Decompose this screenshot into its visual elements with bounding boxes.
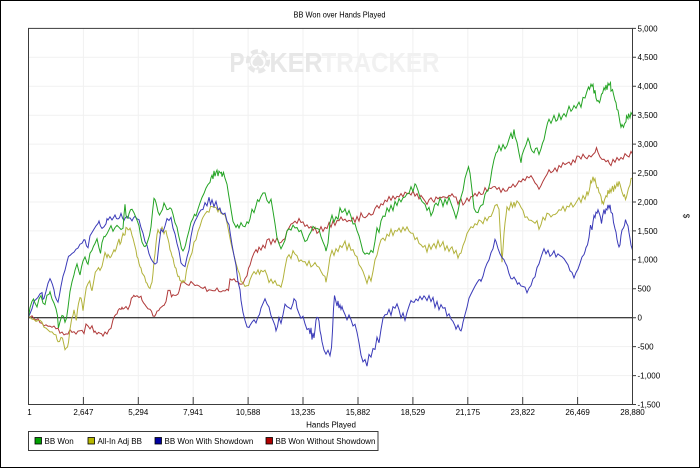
svg-text:$: $	[682, 214, 691, 219]
svg-text:10,588: 10,588	[236, 408, 261, 417]
svg-text:-1,500: -1,500	[638, 400, 661, 409]
svg-text:KER: KER	[270, 47, 323, 78]
svg-text:BB Won With Showdown: BB Won With Showdown	[165, 437, 254, 446]
svg-text:Hands Played: Hands Played	[306, 420, 356, 429]
svg-text:1,000: 1,000	[638, 256, 659, 265]
svg-text:5,294: 5,294	[128, 408, 149, 417]
svg-text:3,000: 3,000	[638, 140, 659, 149]
svg-text:7,941: 7,941	[183, 408, 204, 417]
svg-text:0: 0	[638, 314, 643, 323]
svg-text:BB Won over Hands Played: BB Won over Hands Played	[294, 10, 386, 19]
svg-text:21,175: 21,175	[456, 408, 481, 417]
svg-text:4,500: 4,500	[638, 53, 659, 62]
svg-text:2,000: 2,000	[638, 198, 659, 207]
svg-text:BB Won: BB Won	[45, 437, 74, 446]
svg-text:4,000: 4,000	[638, 82, 659, 91]
svg-text:BB Won Without Showdown: BB Won Without Showdown	[276, 437, 376, 446]
svg-text:13,235: 13,235	[291, 408, 316, 417]
svg-text:5,000: 5,000	[638, 24, 659, 33]
svg-text:-500: -500	[638, 343, 655, 352]
svg-text:2,500: 2,500	[638, 169, 659, 178]
svg-text:TRACKER: TRACKER	[322, 47, 440, 78]
svg-text:28,880: 28,880	[620, 408, 645, 417]
svg-text:-1,000: -1,000	[638, 372, 661, 381]
svg-text:500: 500	[638, 285, 652, 294]
svg-text:15,882: 15,882	[346, 408, 371, 417]
svg-text:3,500: 3,500	[638, 111, 659, 120]
svg-text:All-In Adj BB: All-In Adj BB	[98, 437, 142, 446]
svg-text:1,500: 1,500	[638, 227, 659, 236]
svg-text:1: 1	[27, 408, 32, 417]
svg-text:26,469: 26,469	[565, 408, 590, 417]
svg-text:2,647: 2,647	[73, 408, 94, 417]
svg-text:P: P	[230, 47, 245, 78]
svg-text:23,822: 23,822	[510, 408, 535, 417]
svg-text:18,529: 18,529	[401, 408, 426, 417]
